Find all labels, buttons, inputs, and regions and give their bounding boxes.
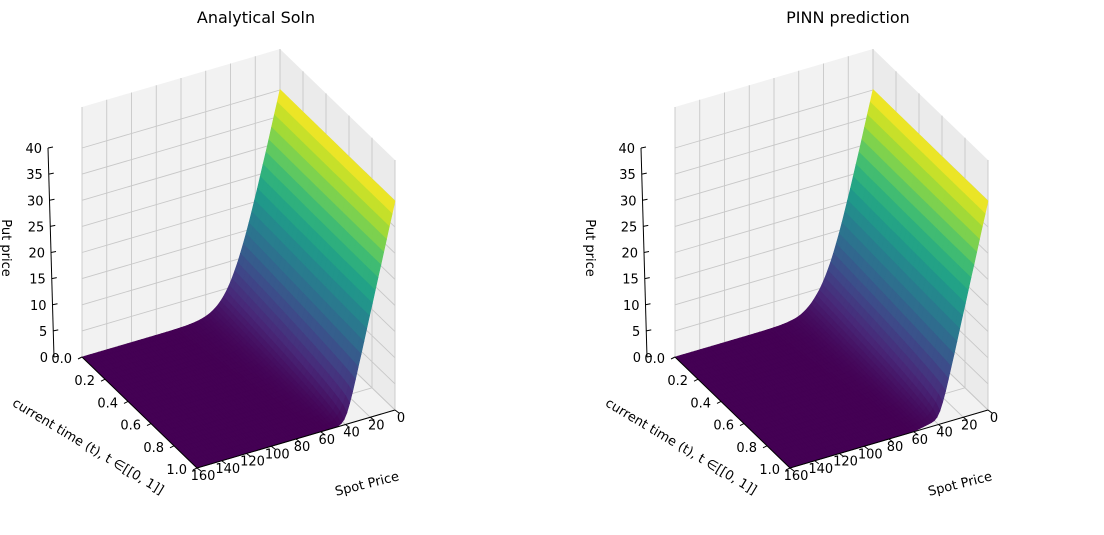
z-tick-label: 20 [28,247,45,262]
y-tick-mark [670,356,676,360]
z-tick-mark [643,224,649,227]
z-tick-mark [642,198,648,201]
y-tick-mark [169,445,175,449]
y-tick-mark [77,356,83,360]
z-tick-label: 15 [622,273,639,288]
z-tick-label: 10 [30,299,47,314]
y-tick-mark [739,423,745,427]
x-tick-label: 160 [784,469,809,484]
z-tick-mark [50,251,57,253]
y-tick-mark [123,400,129,404]
y-tick-mark [716,400,722,404]
z-tick-label: 5 [632,325,640,340]
z-tick-label: 35 [619,168,636,183]
z-tick-label: 0 [633,351,641,366]
z-tick-label: 40 [618,142,635,157]
x-tick-label: 60 [318,433,335,448]
y-tick-label: 0.2 [667,374,688,389]
x-axis-label: Spot Price [334,469,401,499]
z-tick-label: 25 [28,220,45,235]
x-tick-label: 40 [343,426,360,441]
z-tick-label: 30 [27,194,44,209]
z-tick-mark [47,146,54,149]
z-tick-mark [48,172,54,175]
y-tick-label: 0.4 [97,396,118,411]
y-tick-label: 0.8 [143,441,164,456]
z-tick-mark [50,224,56,227]
z-tick-label: 0 [40,351,48,366]
z-tick-label: 40 [25,142,42,157]
x-tick-label: 100 [265,447,290,462]
pinn-surface-plot: PINN prediction 160 140 120 100 80 60 40 20 00.0… [582,8,998,500]
x-tick-label: 40 [936,426,953,441]
z-tick-mark [641,172,647,175]
y-tick-label: 0.6 [713,419,734,434]
z-axis-label: Put price [582,219,597,276]
x-tick-label: 0 [990,411,998,426]
x-tick-label: 20 [961,418,978,433]
plot-area: 160 140 120 100 80 60 40 20 00.00.20.40.60.81.00… [25,49,405,484]
z-tick-mark [643,251,650,253]
y-tick-mark [762,445,768,449]
x-tick-label: 60 [911,433,928,448]
z-tick-label: 10 [623,299,640,314]
z-tick-mark [52,303,58,306]
plot-area: 160 140 120 100 80 60 40 20 00.00.20.40.60.81.00… [618,49,998,484]
y-tick-label: 0.0 [644,352,665,367]
y-tick-label: 0.8 [736,441,757,456]
x-tick-label: 120 [240,455,265,470]
y-tick-label: 0.0 [51,352,72,367]
y-tick-mark [100,378,106,382]
x-tick-label: 120 [833,455,858,470]
chart-title: Analytical Soln [197,8,315,27]
z-tick-mark [640,146,647,149]
x-tick-label: 140 [808,462,833,477]
x-tick-label: 160 [191,469,216,484]
x-tick-label: 80 [294,440,311,455]
put-price-surface [81,88,396,469]
z-tick-mark [49,198,55,201]
y-tick-label: 1.0 [166,463,187,478]
y-tick-label: 0.6 [120,419,141,434]
z-axis-label: Put price [0,219,13,276]
y-tick-label: 0.2 [74,374,95,389]
z-tick-mark [646,329,652,332]
y-tick-mark [146,423,152,427]
x-tick-label: 100 [858,447,883,462]
analytical-surface-plot: Analytical Soln 160 140 120 100 80 60 40 20 00.0… [0,8,405,500]
y-tick-label: 1.0 [759,463,780,478]
y-tick-label: 0.4 [690,396,711,411]
chart-title: PINN prediction [786,8,910,27]
z-tick-label: 15 [29,273,46,288]
x-tick-label: 20 [368,418,385,433]
z-tick-label: 30 [620,194,637,209]
x-tick-label: 80 [887,440,904,455]
z-tick-label: 5 [39,325,47,340]
x-tick-label: 0 [397,411,405,426]
z-tick-label: 20 [621,247,638,262]
y-tick-mark [693,378,699,382]
z-tick-label: 25 [621,220,638,235]
z-tick-label: 35 [26,168,43,183]
z-tick-mark [53,329,59,332]
z-tick-mark [644,277,650,280]
z-tick-mark [645,303,651,306]
x-tick-label: 140 [215,462,240,477]
x-axis-label: Spot Price [927,469,994,499]
z-tick-mark [51,277,57,280]
